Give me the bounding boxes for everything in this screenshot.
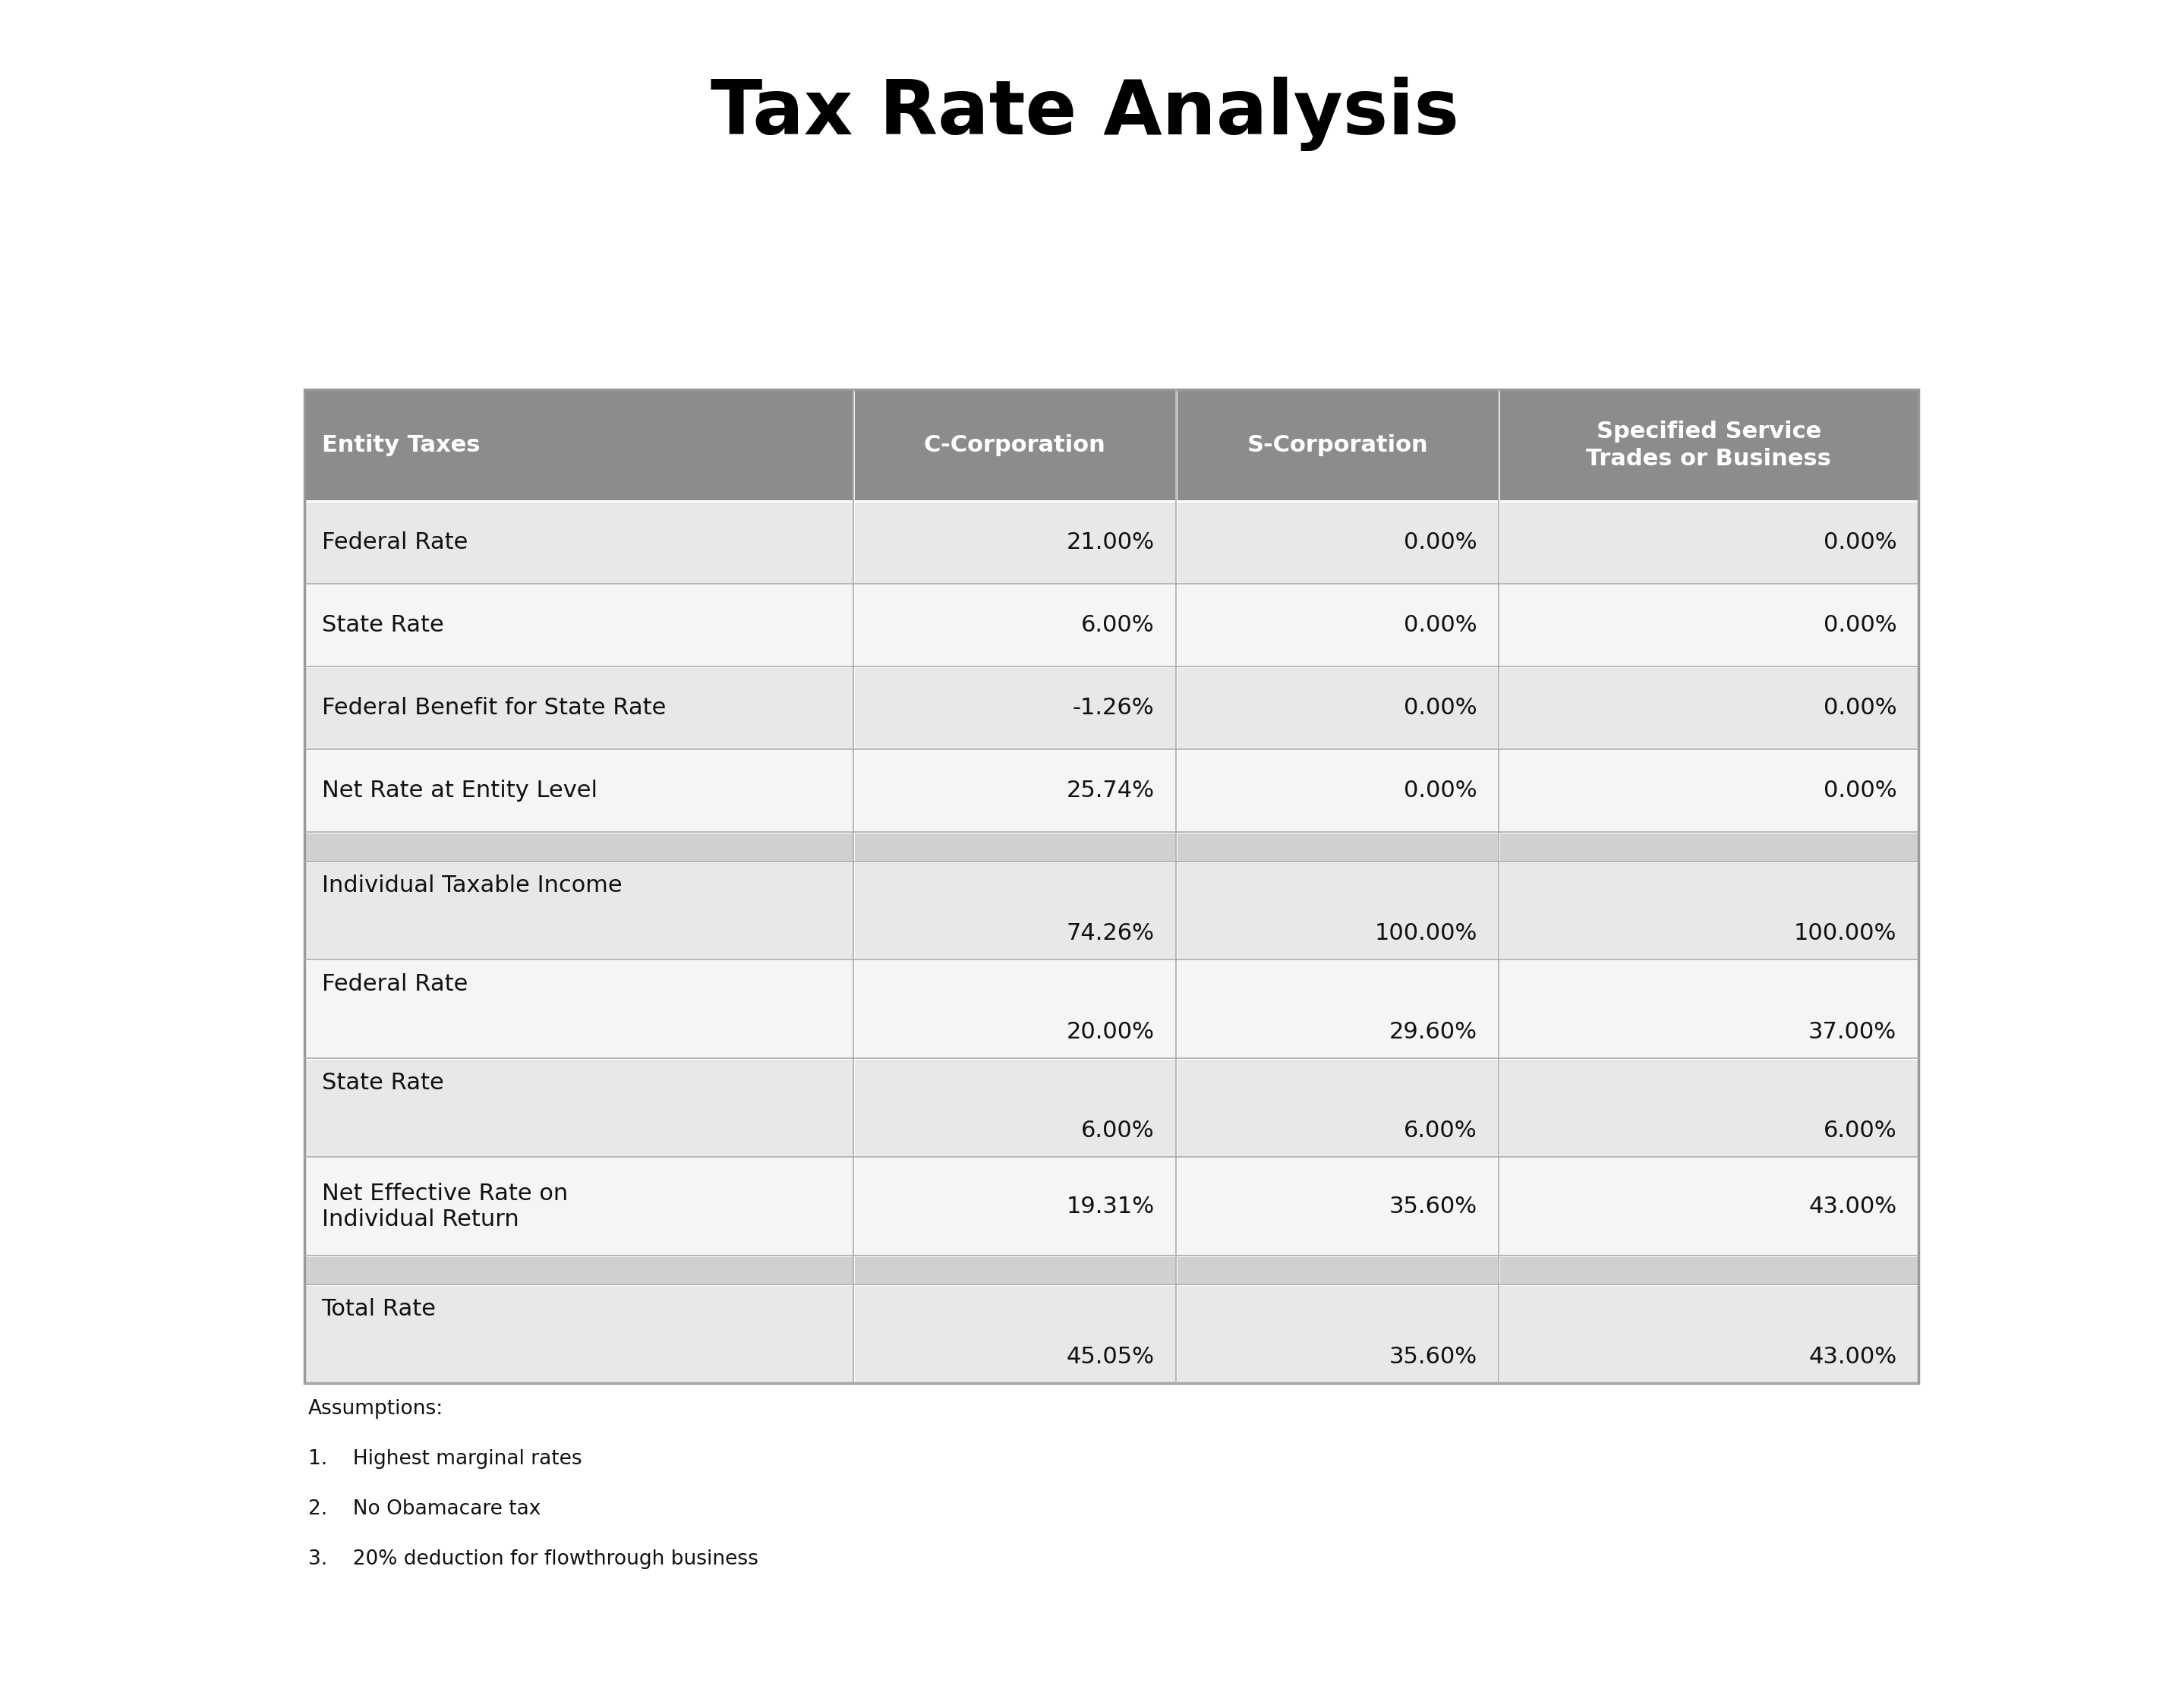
Text: 0.00%: 0.00% xyxy=(1403,781,1477,801)
Bar xyxy=(852,1059,1176,1156)
Bar xyxy=(852,960,1176,1059)
Text: 0.00%: 0.00% xyxy=(1824,697,1896,719)
Text: 19.31%: 19.31% xyxy=(1067,1196,1154,1218)
Text: 1.    Highest marginal rates: 1. Highest marginal rates xyxy=(308,1448,581,1469)
Text: 6.00%: 6.00% xyxy=(1080,615,1154,635)
Text: 6.00%: 6.00% xyxy=(1403,1119,1477,1141)
Bar xyxy=(304,584,852,666)
Text: Total Rate: Total Rate xyxy=(321,1298,436,1320)
Text: 45.05%: 45.05% xyxy=(1067,1346,1154,1368)
Bar xyxy=(1499,1059,1920,1156)
Text: State Rate: State Rate xyxy=(321,1071,445,1093)
Text: 25.74%: 25.74% xyxy=(1067,781,1154,801)
Bar xyxy=(1176,389,1499,500)
Text: Federal Rate: Federal Rate xyxy=(321,531,469,553)
Text: Federal Benefit for State Rate: Federal Benefit for State Rate xyxy=(321,697,666,719)
Bar xyxy=(304,500,852,584)
Bar xyxy=(1499,666,1920,750)
Bar xyxy=(304,960,852,1059)
Text: 43.00%: 43.00% xyxy=(1809,1346,1896,1368)
Text: Federal Rate: Federal Rate xyxy=(321,974,469,996)
Text: 74.26%: 74.26% xyxy=(1067,922,1154,945)
Text: 6.00%: 6.00% xyxy=(1080,1119,1154,1141)
Text: 6.00%: 6.00% xyxy=(1824,1119,1896,1141)
Text: 100.00%: 100.00% xyxy=(1375,922,1477,945)
Bar xyxy=(1499,500,1920,584)
Bar xyxy=(1176,584,1499,666)
Bar xyxy=(852,861,1176,960)
Bar xyxy=(1176,832,1499,861)
Text: Specified Service
Trades or Business: Specified Service Trades or Business xyxy=(1586,420,1831,470)
Bar xyxy=(852,1284,1176,1383)
Bar xyxy=(304,389,1920,1383)
Text: Tax Rate Analysis: Tax Rate Analysis xyxy=(709,77,1460,152)
Text: 0.00%: 0.00% xyxy=(1824,531,1896,553)
Bar xyxy=(304,861,852,960)
Text: 2.    No Obamacare tax: 2. No Obamacare tax xyxy=(308,1500,540,1518)
Text: Entity Taxes: Entity Taxes xyxy=(321,434,479,456)
Text: Assumptions:: Assumptions: xyxy=(308,1399,442,1419)
Text: 0.00%: 0.00% xyxy=(1403,697,1477,719)
Bar xyxy=(1176,1156,1499,1255)
Bar xyxy=(304,1156,852,1255)
Text: 29.60%: 29.60% xyxy=(1388,1021,1477,1042)
Bar xyxy=(1499,861,1920,960)
Bar xyxy=(852,389,1176,500)
Bar xyxy=(1499,1156,1920,1255)
Bar xyxy=(304,1284,852,1383)
Text: -1.26%: -1.26% xyxy=(1074,697,1154,719)
Bar xyxy=(1499,750,1920,832)
Bar xyxy=(1176,960,1499,1059)
Bar xyxy=(1499,832,1920,861)
Bar xyxy=(1176,1255,1499,1284)
Bar xyxy=(1176,500,1499,584)
Text: 20.00%: 20.00% xyxy=(1067,1021,1154,1042)
Text: 0.00%: 0.00% xyxy=(1824,615,1896,635)
Bar xyxy=(852,1255,1176,1284)
Text: 35.60%: 35.60% xyxy=(1388,1346,1477,1368)
Bar xyxy=(304,1255,852,1284)
Text: 21.00%: 21.00% xyxy=(1067,531,1154,553)
Bar xyxy=(852,832,1176,861)
Text: 0.00%: 0.00% xyxy=(1403,615,1477,635)
Bar xyxy=(304,750,852,832)
Bar xyxy=(1499,389,1920,500)
Text: 0.00%: 0.00% xyxy=(1824,781,1896,801)
Bar xyxy=(304,666,852,750)
Text: 0.00%: 0.00% xyxy=(1403,531,1477,553)
Bar xyxy=(1499,960,1920,1059)
Bar xyxy=(1499,1255,1920,1284)
Text: State Rate: State Rate xyxy=(321,615,445,635)
Bar xyxy=(852,666,1176,750)
Text: 35.60%: 35.60% xyxy=(1388,1196,1477,1218)
Text: S-Corporation: S-Corporation xyxy=(1247,434,1427,456)
Text: 43.00%: 43.00% xyxy=(1809,1196,1896,1218)
Bar xyxy=(1499,1284,1920,1383)
Text: Net Rate at Entity Level: Net Rate at Entity Level xyxy=(321,781,596,801)
Bar xyxy=(1176,1284,1499,1383)
Text: 37.00%: 37.00% xyxy=(1809,1021,1896,1042)
Bar xyxy=(304,1059,852,1156)
Bar xyxy=(1176,666,1499,750)
Bar xyxy=(1176,861,1499,960)
Bar xyxy=(1176,750,1499,832)
Bar xyxy=(852,500,1176,584)
Bar xyxy=(852,750,1176,832)
Bar xyxy=(1176,1059,1499,1156)
Text: 3.    20% deduction for flowthrough business: 3. 20% deduction for flowthrough busines… xyxy=(308,1549,759,1568)
Bar xyxy=(852,1156,1176,1255)
Text: Net Effective Rate on
Individual Return: Net Effective Rate on Individual Return xyxy=(321,1182,568,1230)
Bar xyxy=(304,832,852,861)
Bar xyxy=(1499,584,1920,666)
Bar xyxy=(852,584,1176,666)
Text: C-Corporation: C-Corporation xyxy=(924,434,1106,456)
Bar xyxy=(304,389,852,500)
Text: Individual Taxable Income: Individual Taxable Income xyxy=(321,874,623,897)
Text: 100.00%: 100.00% xyxy=(1794,922,1896,945)
